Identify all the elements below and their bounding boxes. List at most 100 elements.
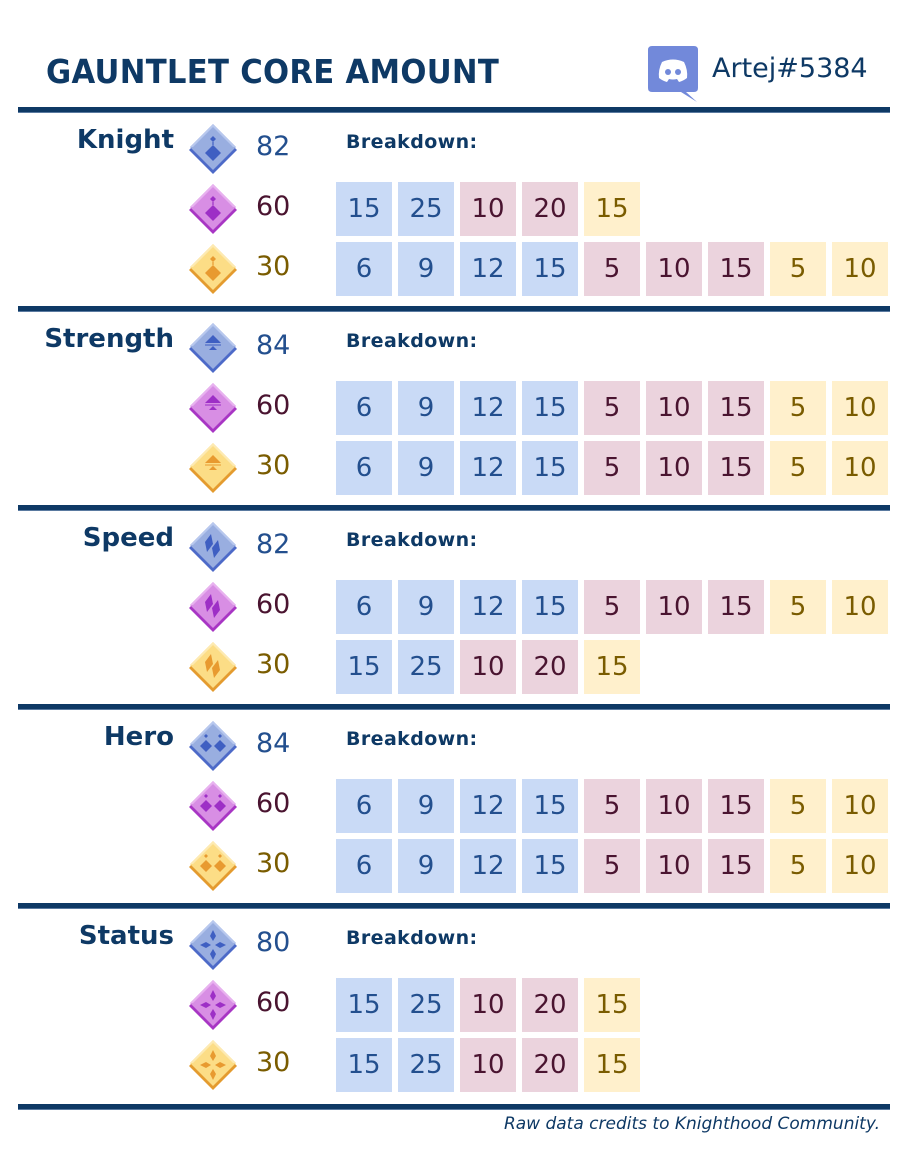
breakdown-label: Breakdown:	[346, 927, 478, 949]
core-amount-blue: 80	[256, 927, 291, 958]
breakdown-cell: 5	[584, 779, 640, 833]
core-amount-blue: 82	[256, 529, 291, 560]
breakdown-cell: 15	[336, 978, 392, 1032]
category-label: Status	[78, 921, 174, 951]
section-speed: Speed Breakdown: 82 60 6 9 12 15 5 10 15 5 10 30 15…	[0, 511, 910, 701]
breakdown-cell: 20	[522, 182, 578, 236]
hero-core-gold-icon	[186, 839, 240, 893]
breakdown-row: 15 25 10 20 15	[336, 978, 640, 1032]
breakdown-row: 6 9 12 15 5 10 15 5 10	[336, 839, 888, 893]
knight-core-blue-icon	[186, 122, 240, 176]
core-amount-purple: 60	[256, 390, 291, 421]
breakdown-cell: 15	[708, 242, 764, 296]
breakdown-cell: 9	[398, 441, 454, 495]
breakdown-cell: 10	[646, 580, 702, 634]
breakdown-cell: 15	[522, 242, 578, 296]
breakdown-cell: 6	[336, 441, 392, 495]
core-amount-gold: 30	[256, 1047, 291, 1078]
breakdown-cell: 9	[398, 381, 454, 435]
breakdown-cell: 15	[708, 381, 764, 435]
divider	[18, 306, 890, 312]
credits-text: Raw data credits to Knighthood Community…	[503, 1114, 880, 1134]
divider	[18, 704, 890, 710]
breakdown-cell: 12	[460, 242, 516, 296]
breakdown-cell: 10	[646, 242, 702, 296]
status-core-gold-icon	[186, 1038, 240, 1092]
breakdown-cell: 9	[398, 779, 454, 833]
page-title: GAUNTLET CORE AMOUNT	[46, 52, 500, 91]
core-amount-purple: 60	[256, 589, 291, 620]
breakdown-cell: 25	[398, 1038, 454, 1092]
breakdown-cell: 10	[832, 381, 888, 435]
breakdown-cell: 15	[522, 779, 578, 833]
breakdown-cell: 25	[398, 182, 454, 236]
breakdown-cell: 9	[398, 242, 454, 296]
breakdown-cell: 5	[770, 441, 826, 495]
section-strength: Strength Breakdown: 84 60 6 9 12 15 5 10 15 5 10 3…	[0, 312, 910, 502]
breakdown-cell: 10	[646, 839, 702, 893]
breakdown-cell: 15	[336, 1038, 392, 1092]
discord-handle: Artej#5384	[712, 53, 868, 84]
breakdown-cell: 15	[584, 640, 640, 694]
strength-core-gold-icon	[186, 441, 240, 495]
breakdown-cell: 15	[584, 978, 640, 1032]
breakdown-cell: 12	[460, 779, 516, 833]
breakdown-cell: 5	[584, 580, 640, 634]
core-amount-gold: 30	[256, 649, 291, 680]
divider	[18, 107, 890, 113]
breakdown-cell: 5	[584, 381, 640, 435]
breakdown-cell: 12	[460, 580, 516, 634]
status-core-purple-icon	[186, 978, 240, 1032]
category-label: Knight	[76, 125, 174, 155]
breakdown-cell: 10	[832, 839, 888, 893]
knight-core-gold-icon	[186, 242, 240, 296]
breakdown-cell: 15	[522, 839, 578, 893]
breakdown-cell: 15	[522, 441, 578, 495]
breakdown-cell: 9	[398, 839, 454, 893]
discord-icon	[648, 46, 698, 102]
section-hero: Hero Breakdown: 84 60 6 9 12 15 5 10 15 5 10 30 6 9 1…	[0, 710, 910, 900]
breakdown-cell: 15	[336, 640, 392, 694]
breakdown-row: 15 25 10 20 15	[336, 640, 640, 694]
breakdown-cell: 15	[336, 182, 392, 236]
speed-core-gold-icon	[186, 640, 240, 694]
breakdown-cell: 5	[770, 580, 826, 634]
breakdown-cell: 5	[770, 779, 826, 833]
breakdown-cell: 10	[832, 779, 888, 833]
breakdown-cell: 5	[584, 242, 640, 296]
breakdown-cell: 9	[398, 580, 454, 634]
breakdown-cell: 5	[770, 381, 826, 435]
breakdown-cell: 20	[522, 1038, 578, 1092]
breakdown-cell: 12	[460, 381, 516, 435]
breakdown-cell: 10	[646, 779, 702, 833]
status-core-blue-icon	[186, 918, 240, 972]
breakdown-cell: 5	[770, 839, 826, 893]
core-amount-purple: 60	[256, 191, 291, 222]
breakdown-cell: 10	[832, 441, 888, 495]
breakdown-cell: 5	[584, 441, 640, 495]
breakdown-label: Breakdown:	[346, 728, 478, 750]
breakdown-cell: 25	[398, 640, 454, 694]
breakdown-label: Breakdown:	[346, 131, 478, 153]
breakdown-cell: 25	[398, 978, 454, 1032]
breakdown-cell: 15	[708, 779, 764, 833]
breakdown-row: 6 9 12 15 5 10 15 5 10	[336, 441, 888, 495]
breakdown-cell: 12	[460, 441, 516, 495]
breakdown-row: 6 9 12 15 5 10 15 5 10	[336, 779, 888, 833]
section-knight: Knight Breakdown: 82 60 15 25 10 20 15 30 6 9 12 1…	[0, 113, 910, 303]
category-label: Hero	[103, 722, 174, 752]
breakdown-cell: 15	[708, 580, 764, 634]
core-amount-blue: 82	[256, 131, 291, 162]
breakdown-row: 6 9 12 15 5 10 15 5 10	[336, 242, 888, 296]
core-amount-gold: 30	[256, 848, 291, 879]
breakdown-cell: 10	[646, 381, 702, 435]
breakdown-cell: 10	[460, 182, 516, 236]
breakdown-cell: 12	[460, 839, 516, 893]
core-amount-purple: 60	[256, 788, 291, 819]
strength-core-purple-icon	[186, 381, 240, 435]
breakdown-cell: 10	[832, 242, 888, 296]
breakdown-label: Breakdown:	[346, 529, 478, 551]
breakdown-cell: 15	[584, 182, 640, 236]
breakdown-cell: 6	[336, 839, 392, 893]
breakdown-row: 6 9 12 15 5 10 15 5 10	[336, 381, 888, 435]
